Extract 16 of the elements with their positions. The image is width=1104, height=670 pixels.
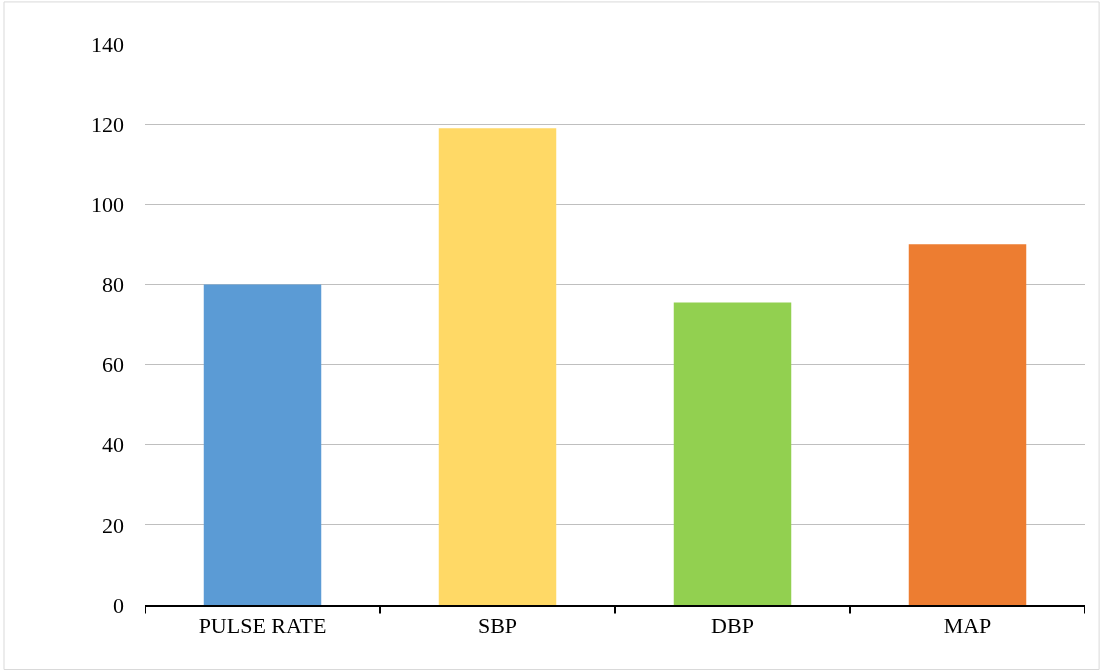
x-tick-label: DBP [711,613,754,639]
y-tick-label: 0 [113,592,124,618]
y-tick-label: 80 [102,272,124,298]
y-tick-label: 20 [102,512,124,538]
y-tick-label: 100 [91,191,124,217]
bar [673,302,792,605]
y-tick-label: 120 [91,111,124,137]
x-tick-label: PULSE RATE [198,613,327,639]
y-tick-label: 140 [91,31,124,57]
x-tick-label: SBP [477,613,518,639]
bar [203,284,322,605]
bar [438,128,557,605]
bar [908,244,1027,605]
x-tick-label: MAP [943,613,992,639]
y-tick-label: 60 [102,352,124,378]
y-tick-label: 40 [102,432,124,458]
